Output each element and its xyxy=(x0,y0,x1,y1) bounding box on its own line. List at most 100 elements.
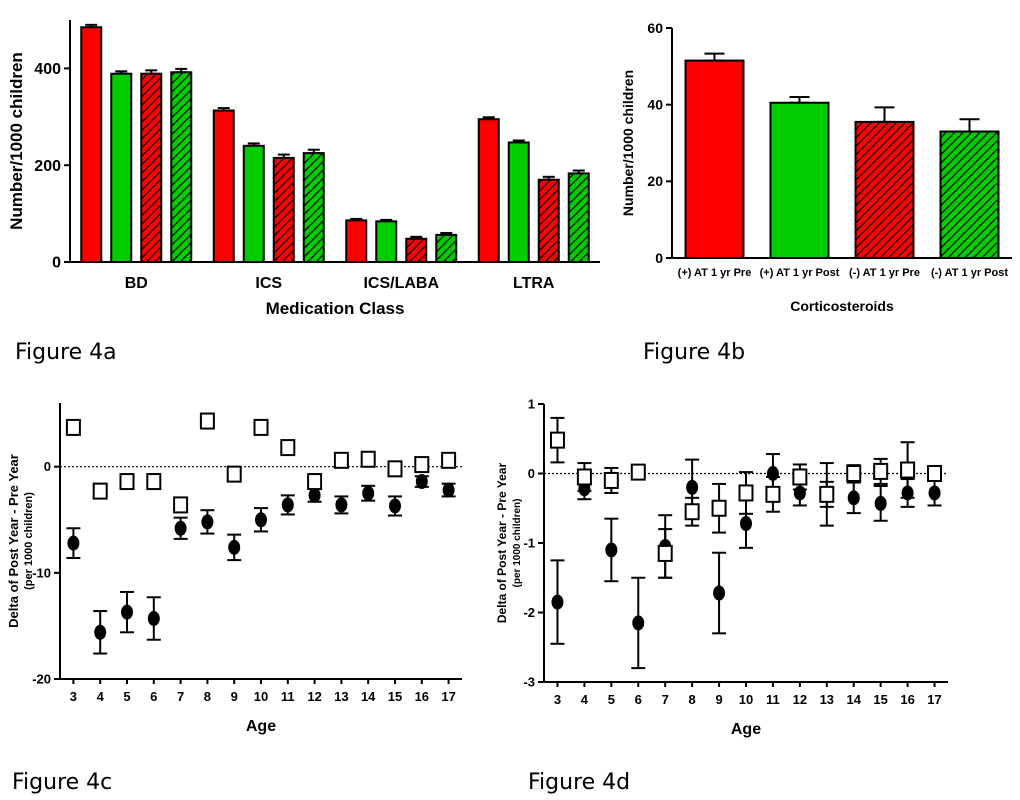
chart-b-x-tick-label: (-) AT 1 yr Pre xyxy=(849,267,920,279)
chart-c-x-tick-label: 13 xyxy=(334,689,348,704)
chart-d-x-tick-label: 10 xyxy=(739,692,753,707)
chart-c-x-tick-label: 12 xyxy=(307,689,321,704)
chart-c-point-circle xyxy=(121,604,133,620)
chart-d-x-tick-label: 5 xyxy=(608,692,615,707)
chart-d-point-circle xyxy=(551,594,564,610)
chart-c-point-square xyxy=(226,465,242,483)
chart-c-point-square xyxy=(146,473,162,491)
chart-a-y-tick-label: 200 xyxy=(34,158,61,175)
chart-a-x-tick-label: LTRA xyxy=(513,275,555,292)
chart-d-x-tick-label: 7 xyxy=(662,692,669,707)
chart-a-x-tick-label: ICS/LABA xyxy=(363,275,439,292)
chart-a-x-axis-title: Medication Class xyxy=(266,299,405,318)
chart-d-x-tick-label: 15 xyxy=(873,692,887,707)
chart-b-bar xyxy=(769,101,830,259)
chart-c-point-square xyxy=(65,418,81,436)
chart-a-bar xyxy=(567,172,590,263)
chart-b-bar xyxy=(684,59,745,260)
chart-a-bar xyxy=(507,141,530,263)
chart-a-bar xyxy=(537,178,560,263)
chart-d-point-circle xyxy=(874,495,887,511)
chart-d-point-square xyxy=(603,471,619,489)
chart-b-y-tick-label: 40 xyxy=(647,97,663,113)
chart-d-x-tick-label: 4 xyxy=(581,692,589,707)
chart-b-x-tick-label: (+) AT 1 yr Post xyxy=(760,267,840,279)
chart-c-point-square xyxy=(253,418,269,436)
chart-c-point-circle xyxy=(174,520,187,536)
figure-label-4d: Figure 4d xyxy=(528,770,631,795)
figure-label-4c: Figure 4c xyxy=(12,770,113,795)
chart-c-point-circle xyxy=(201,514,214,530)
chart-a-bar xyxy=(140,72,163,263)
chart-c-point-square xyxy=(173,496,189,514)
chart-d-point-square xyxy=(900,461,916,479)
chart-c-point-square xyxy=(199,412,215,430)
chart-d-y-tick-label: -1 xyxy=(523,536,535,551)
chart-a-y-axis-title: Number/1000 children xyxy=(7,52,26,230)
chart-c-point-circle xyxy=(335,497,348,513)
chart-d-point-square xyxy=(684,503,700,521)
chart-a-bar xyxy=(80,26,103,264)
chart-d-point-circle xyxy=(847,490,860,506)
chart-d-point-circle xyxy=(740,516,752,532)
chart-c-point-circle xyxy=(67,535,80,551)
chart-c-x-tick-label: 17 xyxy=(441,689,455,704)
chart-a-bar xyxy=(405,237,428,264)
chart-4c: -20 -10 0 3 4 5 6 7 8 9 10 11 12 13 14 15 16 17 Age Delta o… xyxy=(6,403,462,735)
chart-c-point-circle xyxy=(389,498,401,514)
chart-b-x-tick-label: (+) AT 1 yr Pre xyxy=(678,267,752,279)
chart-b-y-tick-label: 20 xyxy=(647,173,663,189)
chart-d-point-square xyxy=(765,485,781,503)
chart-b-x-axis-title: Corticosteroids xyxy=(790,298,894,314)
figure-label-4a: Figure 4a xyxy=(15,340,117,365)
chart-c-y-axis-title: Delta of Post Year - Pre Year xyxy=(6,454,21,628)
chart-c-x-tick-label: 10 xyxy=(254,689,268,704)
chart-d-point-square xyxy=(711,499,727,517)
chart-d-y-tick-label: 1 xyxy=(528,397,535,412)
chart-c-point-square xyxy=(92,482,108,500)
chart-c-y-axis-subtitle: (per 1000 children) xyxy=(23,492,35,590)
chart-d-x-tick-label: 13 xyxy=(820,692,834,707)
chart-d-y-tick-label: 0 xyxy=(528,466,535,481)
chart-d-y-tick-label: -3 xyxy=(523,675,535,690)
chart-d-point-square xyxy=(738,484,754,502)
chart-4b: 0 20 40 60 (+) AT 1 yr Pre (+) AT 1 yr Post (-… xyxy=(620,20,1012,314)
chart-d-point-square xyxy=(549,431,565,449)
chart-d-point-square xyxy=(846,465,862,482)
figure-label-4b: Figure 4b xyxy=(643,340,746,365)
chart-b-y-tick-label: 0 xyxy=(655,250,663,266)
chart-d-y-axis-title: Delta of Post Year - Pre Year xyxy=(495,463,509,624)
chart-b-y-tick-label: 60 xyxy=(647,20,663,36)
chart-d-point-square xyxy=(792,468,808,486)
chart-a-bar xyxy=(272,156,295,263)
chart-c-x-axis-title: Age xyxy=(246,718,276,735)
chart-d-point-square xyxy=(657,544,673,562)
chart-b-bar xyxy=(854,120,915,259)
chart-c-point-square xyxy=(441,451,457,469)
chart-c-point-circle xyxy=(308,487,321,503)
chart-b-bar xyxy=(939,130,1000,259)
chart-d-point-circle xyxy=(605,542,618,558)
chart-c-point-square xyxy=(360,450,376,468)
chart-4a: 0 200 400 BD ICS ICS/LABA LTRA Medication Class… xyxy=(7,20,600,318)
chart-d-point-square xyxy=(819,485,835,503)
chart-c-point-square xyxy=(280,439,296,457)
chart-a-x-tick-label: ICS xyxy=(255,275,282,292)
chart-c-point-circle xyxy=(255,512,267,528)
chart-a-bar xyxy=(212,109,235,264)
chart-a-bar xyxy=(345,219,368,264)
chart-d-x-tick-label: 8 xyxy=(689,692,696,707)
chart-c-x-tick-label: 11 xyxy=(281,689,295,704)
chart-d-x-tick-label: 16 xyxy=(900,692,914,707)
chart-c-point-circle xyxy=(442,482,455,498)
chart-a-bar xyxy=(170,71,193,263)
chart-d-point-square xyxy=(576,468,592,486)
chart-a-bar xyxy=(110,72,133,263)
chart-a-bar xyxy=(435,233,458,263)
chart-c-point-square xyxy=(119,473,135,491)
chart-a-bar xyxy=(375,220,398,263)
chart-d-x-tick-label: 12 xyxy=(793,692,807,707)
chart-c-x-tick-label: 7 xyxy=(177,689,184,704)
chart-d-y-axis-subtitle: (per 1000 children) xyxy=(512,499,523,588)
